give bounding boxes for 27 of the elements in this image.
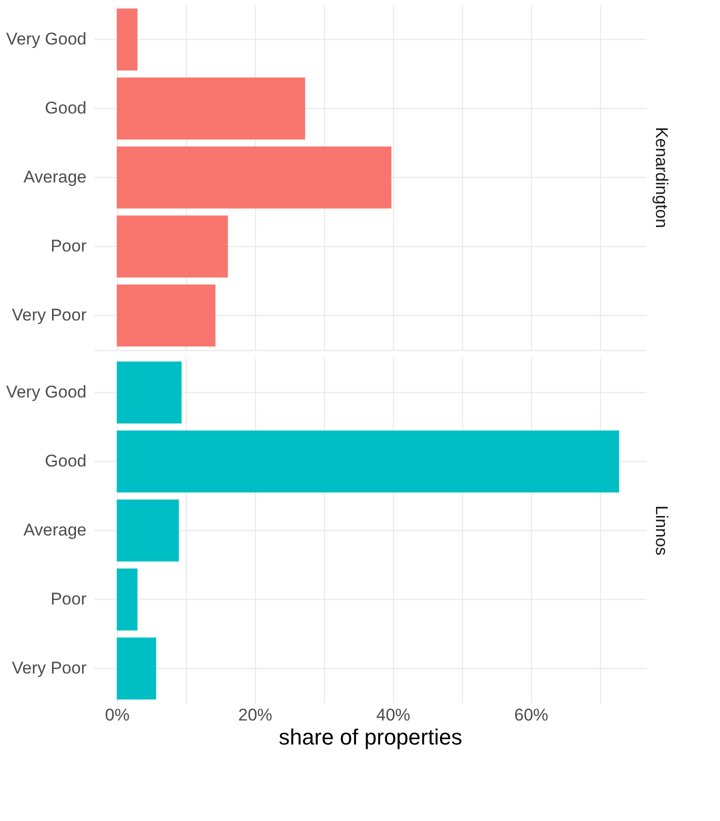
text: Kenardington	[652, 126, 671, 228]
x-tick-label: 0%	[104, 706, 130, 724]
y-tick-label: Very Poor	[12, 306, 87, 324]
bar	[116, 284, 216, 347]
x-axis-title: share of properties	[278, 724, 462, 750]
x-tick-label: 40%	[376, 706, 410, 724]
bar	[116, 146, 392, 209]
x-tick-label: 20%	[238, 706, 272, 724]
y-tick-label: Very Poor	[12, 658, 87, 678]
y-tick-label: Poor	[50, 590, 87, 608]
text: Linnos	[652, 505, 671, 556]
y-tick-label: Good	[44, 98, 86, 118]
y-tick-label: Average	[23, 520, 86, 540]
bar	[116, 430, 620, 493]
bar	[116, 568, 138, 631]
bar	[116, 499, 179, 562]
y-tick-label: Average	[23, 168, 86, 186]
bar	[116, 361, 182, 424]
bar	[116, 215, 228, 278]
y-tick-label: Very Good	[6, 30, 86, 48]
y-tick-label: Poor	[50, 236, 87, 256]
bar	[116, 77, 306, 140]
bar	[116, 8, 138, 71]
y-tick-label: Very Good	[6, 382, 86, 402]
x-tick-label: 60%	[514, 706, 548, 724]
y-tick-label: Good	[44, 452, 86, 470]
bar	[116, 637, 156, 700]
